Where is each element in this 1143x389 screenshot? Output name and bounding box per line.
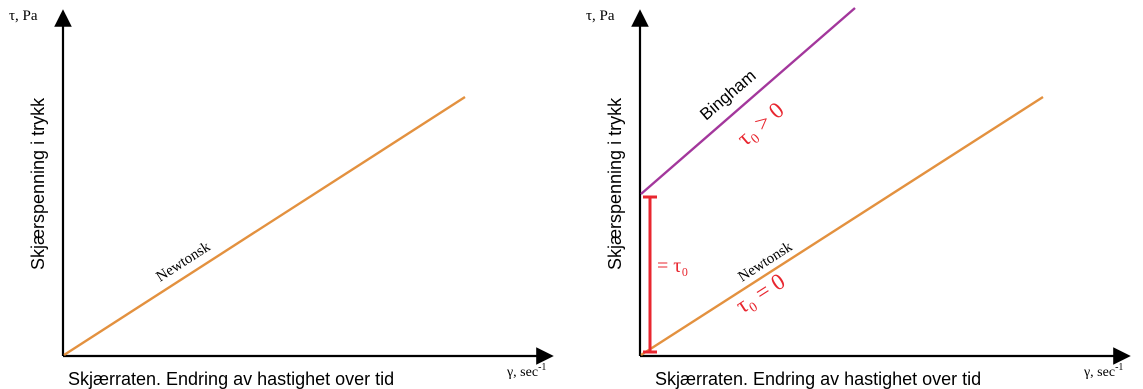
right-x-unit: γ, sec-1 (1083, 362, 1123, 380)
yield-stress-label: = τ₀ (657, 255, 688, 277)
right-x-title: Skjærraten. Endring av hastighet over ti… (655, 369, 981, 389)
left-panel: τ, Pa Skjærspenning i trykk γ, sec-1 Skj… (9, 8, 554, 389)
bingham-condition: τ₀ > 0 (732, 97, 789, 151)
left-y-title: Skjærspenning i trykk (28, 97, 48, 270)
left-y-unit: τ, Pa (9, 8, 38, 24)
right-y-unit: τ, Pa (586, 8, 615, 24)
right-panel: τ, Pa Skjærspenning i trykk γ, sec-1 Skj… (586, 7, 1131, 389)
right-newtonian-line (640, 95, 1044, 357)
left-x-unit: γ, sec-1 (506, 362, 546, 380)
bingham-line (640, 7, 856, 195)
right-y-title: Skjærspenning i trykk (605, 97, 625, 270)
left-newtonian-line (63, 95, 466, 357)
yield-stress-bracket (643, 195, 657, 354)
left-x-title: Skjærraten. Endring av hastighet over ti… (68, 369, 394, 389)
